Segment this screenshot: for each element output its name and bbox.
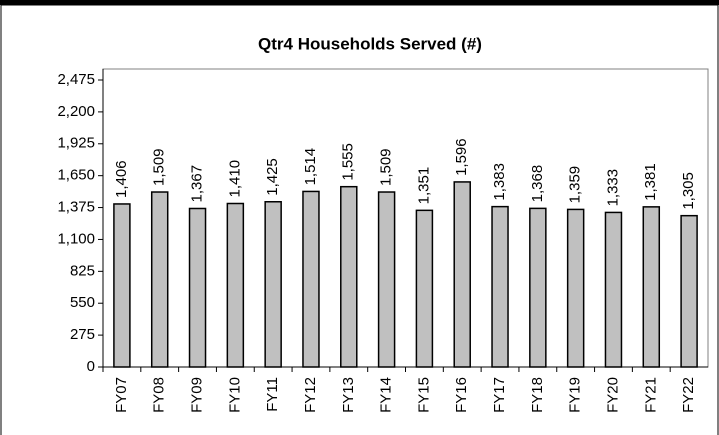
x-tick-label: FY14 [378,377,395,413]
y-tick-label: 1,650 [57,167,95,184]
value-label: 1,514 [302,148,319,186]
x-tick-label: FY15 [415,377,432,413]
value-label: 1,383 [491,163,508,201]
bar [491,205,509,368]
x-tick-label: FY10 [226,377,243,413]
bar [226,202,245,368]
x-tick-label: FY07 [113,377,130,413]
x-tick-label: FY21 [642,377,659,413]
x-tick-label: FY12 [302,377,319,413]
value-label: 1,359 [567,166,584,204]
y-tick-label: 2,200 [57,103,95,120]
y-tick-label: 550 [70,294,95,311]
x-tick-label: FY16 [453,377,470,413]
bar [453,181,471,368]
value-label: 1,410 [226,160,243,198]
x-tick-label: FY22 [680,377,697,413]
chart-frame [0,4,719,435]
value-label: 1,555 [340,143,357,181]
y-tick-label: 1,925 [57,135,95,152]
y-tick-label: 2,475 [57,71,95,88]
value-label: 1,367 [189,165,206,203]
value-label: 1,368 [529,165,546,203]
bar [529,207,547,368]
value-label: 1,351 [415,167,432,205]
bar [113,203,131,368]
value-label: 1,333 [604,169,621,207]
x-tick-label: FY20 [604,377,621,413]
x-tick-label: FY09 [189,377,206,413]
top-border [0,0,719,5]
bar [264,201,282,368]
value-label: 1,305 [680,172,697,210]
x-tick-label: FY18 [529,377,546,413]
x-tick-label: FY13 [340,377,357,413]
y-tick-label: 275 [70,326,95,343]
chart-title: Qtr4 Households Served (#) [258,34,482,53]
bar [340,185,358,368]
bar [150,191,169,368]
value-label: 1,509 [151,148,168,186]
x-tick-label: FY08 [151,377,168,413]
value-label: 1,596 [453,138,470,176]
x-tick-label: FY17 [491,377,508,413]
value-label: 1,509 [378,148,395,186]
bar [415,209,434,368]
y-tick-label: 0 [87,358,95,375]
y-tick-label: 1,100 [57,230,95,247]
value-label: 1,381 [642,163,659,201]
bar [680,214,698,368]
x-tick-label: FY19 [567,377,584,413]
bar [377,191,396,368]
bar [566,208,585,368]
value-label: 1,406 [113,160,130,198]
value-label: 1,425 [264,158,281,196]
y-tick-label: 825 [70,262,95,279]
y-tick-label: 1,375 [57,199,95,216]
bar [642,206,661,368]
bar [302,190,320,368]
x-tick-label: FY11 [264,377,281,412]
bar [188,207,207,368]
bar [604,211,623,368]
